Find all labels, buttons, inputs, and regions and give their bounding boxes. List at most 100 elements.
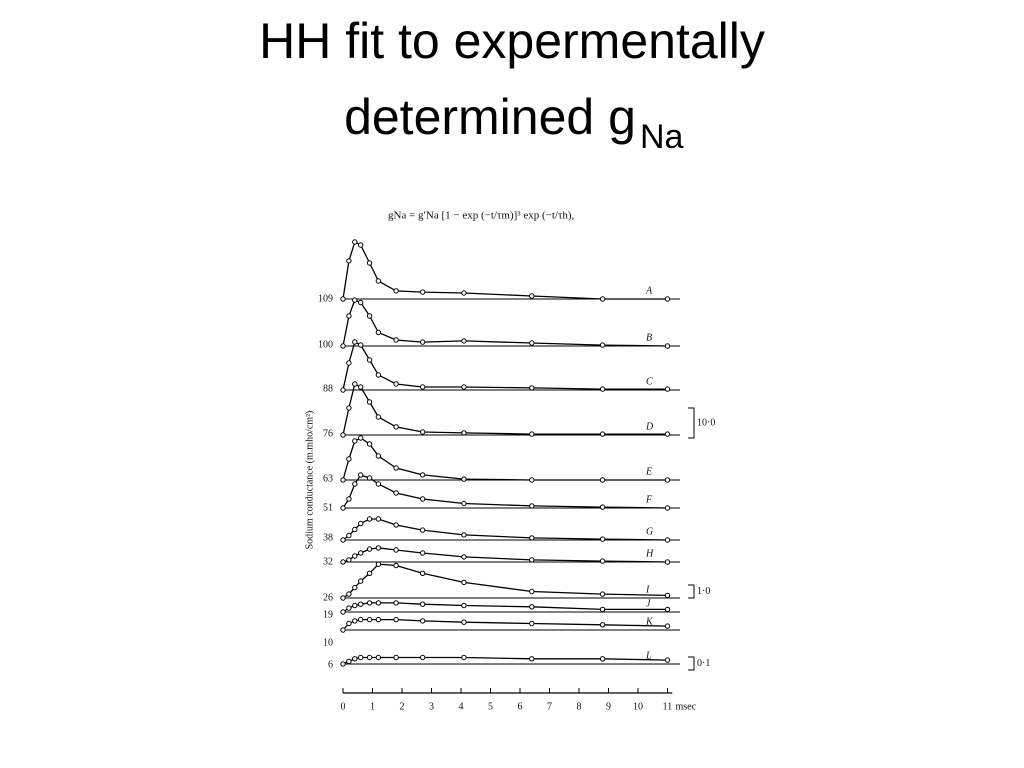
data-point — [346, 658, 352, 665]
data-point — [340, 296, 346, 302]
data-point — [529, 477, 535, 483]
x-tick-label: 9 — [606, 701, 611, 712]
trace-potential: 76 — [323, 428, 333, 439]
data-point — [664, 343, 671, 349]
data-point — [393, 547, 399, 553]
x-tick-label: 8 — [577, 701, 582, 712]
data-point — [393, 654, 399, 661]
data-point — [599, 591, 606, 597]
data-point — [366, 357, 373, 363]
trace-line — [342, 563, 668, 599]
data-point — [529, 503, 535, 509]
data-point — [461, 619, 467, 625]
data-point — [599, 477, 606, 483]
data-point — [664, 592, 671, 599]
data-point — [340, 387, 346, 393]
data-point — [346, 456, 352, 462]
data-point — [599, 504, 606, 510]
data-point — [599, 558, 606, 564]
data-point — [461, 554, 467, 560]
data-point — [529, 604, 535, 610]
data-point — [340, 609, 346, 615]
data-point — [352, 584, 358, 591]
data-point — [419, 570, 426, 576]
data-point — [346, 620, 352, 627]
trace-potential: 10 — [323, 637, 333, 648]
trace-line — [342, 383, 668, 436]
data-point — [352, 339, 358, 345]
y-axis-label: Sodium conductance (m.mho/cm²) — [304, 411, 315, 550]
scale-bar-label: 0·1 — [697, 658, 710, 669]
trace-potential: 88 — [323, 383, 333, 394]
data-point — [375, 278, 382, 284]
data-point — [366, 441, 373, 447]
trace-letter: L — [645, 650, 652, 661]
data-point — [375, 516, 382, 522]
data-point — [346, 496, 352, 502]
data-point — [419, 654, 426, 661]
data-point — [366, 616, 373, 623]
data-point — [599, 622, 606, 628]
trace-potential: 63 — [323, 473, 333, 484]
data-point — [358, 578, 364, 584]
trace-line — [342, 341, 668, 391]
data-point — [419, 618, 426, 624]
data-point — [366, 313, 373, 319]
data-point — [340, 537, 346, 543]
trace-letter: H — [645, 548, 654, 559]
trace-potential: 32 — [323, 556, 333, 567]
data-point — [664, 559, 671, 565]
data-point — [358, 435, 364, 441]
data-point — [664, 477, 671, 483]
data-point — [352, 381, 358, 387]
data-point — [366, 546, 373, 552]
trace-line — [342, 299, 668, 347]
figure: gNa = g′Na [1 − exp (−t/τm)]³ exp (−t/τh… — [304, 210, 715, 713]
trace-potential: 19 — [323, 609, 333, 620]
trace-letter: J — [646, 598, 651, 609]
trace-potential: 26 — [323, 592, 333, 603]
data-point — [352, 481, 358, 487]
trace-letter: C — [646, 376, 653, 387]
data-point — [340, 432, 346, 438]
data-point — [599, 296, 606, 302]
data-point — [358, 616, 364, 623]
trace-line — [342, 437, 668, 481]
data-point — [461, 384, 467, 390]
data-point — [375, 372, 382, 378]
data-point — [366, 654, 373, 661]
data-point — [358, 472, 364, 478]
data-point — [461, 430, 467, 436]
trace-potential: 6 — [328, 659, 333, 670]
data-point — [393, 288, 399, 294]
data-point — [346, 360, 352, 366]
data-point — [352, 239, 358, 245]
data-point — [664, 623, 671, 629]
data-point — [599, 656, 606, 662]
data-point — [346, 258, 352, 264]
data-point — [358, 299, 364, 306]
data-point — [340, 477, 346, 483]
data-point — [461, 290, 467, 296]
data-point — [461, 476, 467, 482]
data-point — [340, 661, 346, 667]
data-point — [366, 516, 373, 522]
data-point — [375, 616, 382, 623]
trace-letter: F — [645, 494, 653, 505]
data-point — [419, 527, 426, 533]
trace-line — [342, 518, 668, 541]
data-point — [529, 431, 535, 437]
data-point — [419, 496, 426, 502]
data-point — [393, 424, 399, 430]
x-tick-label: 0 — [341, 701, 346, 712]
data-point — [340, 559, 346, 565]
data-point — [375, 329, 382, 336]
data-point — [599, 536, 606, 542]
trace-line — [342, 618, 668, 631]
data-point — [352, 656, 358, 662]
trace-line — [342, 602, 668, 613]
data-point — [375, 481, 382, 487]
data-point — [529, 656, 535, 662]
data-point — [366, 399, 373, 405]
